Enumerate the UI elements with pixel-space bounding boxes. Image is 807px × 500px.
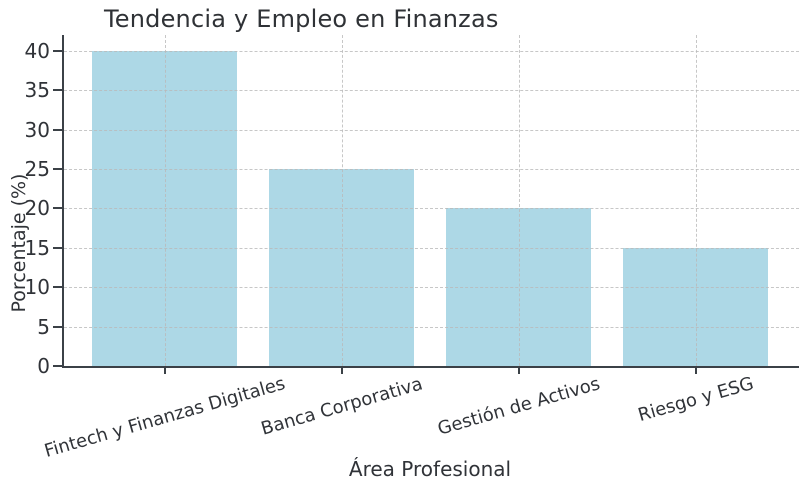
y-tick-mark-15	[53, 246, 62, 249]
y-tick-label-10: 10	[24, 275, 50, 300]
y-tick-mark-25	[53, 167, 62, 170]
x-tick-label-1: Fintech y Finanzas Digitales	[41, 373, 288, 462]
y-tick-label-35: 35	[24, 78, 50, 103]
y-tick-label-25: 25	[24, 156, 50, 181]
x-tick-mark-4	[694, 368, 697, 374]
y-tick-mark-5	[53, 325, 62, 328]
y-tick-mark-40	[53, 49, 62, 52]
h-gridline-10	[64, 287, 799, 289]
grid-layer	[64, 35, 799, 366]
x-tick-label-4: Riesgo y ESG	[635, 373, 756, 427]
y-tick-label-0: 0	[37, 354, 50, 378]
h-gridline-15	[64, 247, 799, 249]
x-tick-label-3: Gestión de Activos	[434, 373, 602, 440]
plot-area: 0 5 10 15 20 25 30 35 40 Fintech y Finanzas Digit…	[25, 35, 799, 462]
y-tick-label-20: 20	[24, 196, 50, 221]
y-tick-label-40: 40	[24, 38, 50, 63]
y-tick-label-15: 15	[24, 235, 50, 260]
y-tick-mark-30	[53, 128, 62, 131]
x-tick-mark-1	[163, 368, 166, 374]
y-tick-mark-20	[53, 207, 62, 210]
x-tick-mark-3	[517, 368, 520, 374]
h-gridline-20	[64, 208, 799, 210]
h-gridline-40	[64, 50, 799, 52]
v-gridline-3	[518, 35, 520, 366]
h-gridline-35	[64, 90, 799, 92]
y-tick-mark-35	[53, 89, 62, 92]
v-gridline-2	[341, 35, 343, 366]
y-tick-mark-0	[53, 365, 62, 367]
chart-title: Tendencia y Empleo en Finanzas	[104, 5, 499, 33]
y-tick-mark-10	[53, 286, 62, 289]
v-gridline-4	[695, 35, 697, 366]
h-gridline-5	[64, 326, 799, 328]
h-gridline-30	[64, 129, 799, 131]
ticks-layer: 0 5 10 15 20 25 30 35 40 Fintech y Finanzas Digit…	[25, 35, 799, 462]
y-tick-label-30: 30	[24, 117, 50, 142]
x-axis-label: Área Profesional	[348, 457, 512, 481]
y-tick-label-5: 5	[37, 314, 50, 339]
h-gridline-25	[64, 168, 799, 170]
x-tick-mark-2	[340, 368, 343, 374]
v-gridline-1	[164, 35, 166, 366]
